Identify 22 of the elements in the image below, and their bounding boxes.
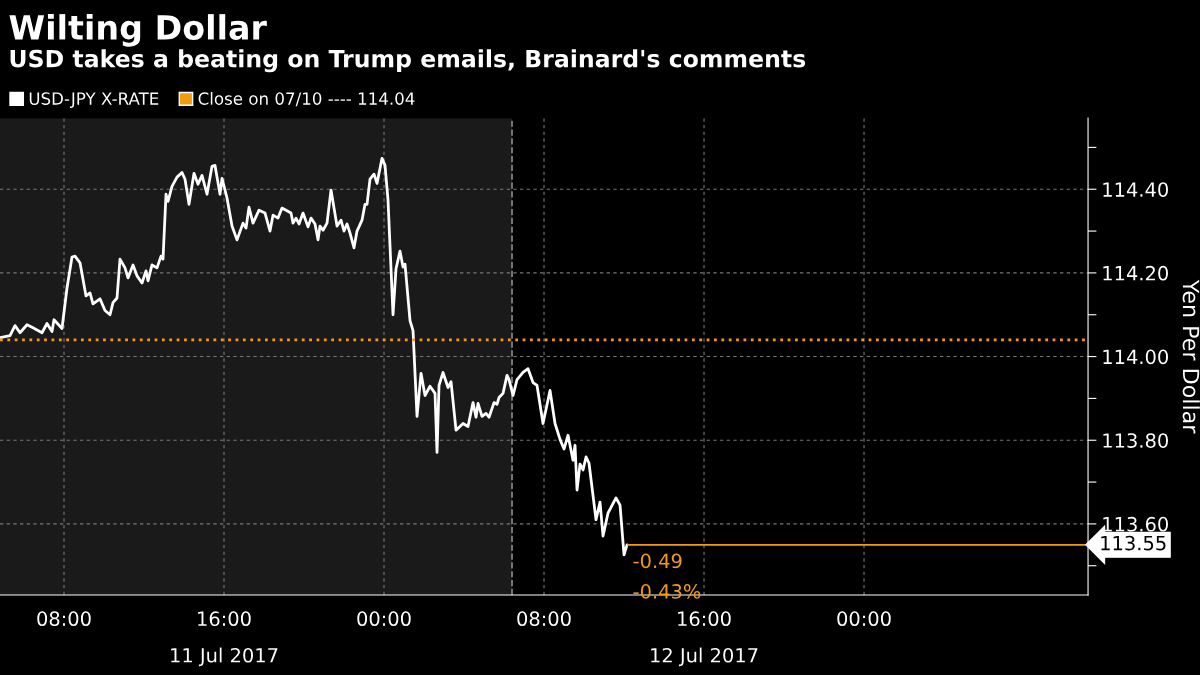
chart-subtitle: USD takes a beating on Trump emails, Brainard's comments: [10, 49, 806, 73]
legend-label: USD-JPY X-RATE: [29, 92, 159, 108]
annotation: -0.49: [633, 553, 682, 569]
y-tick-label: 113.60: [1103, 516, 1168, 532]
x-tick-label: 00:00: [837, 611, 891, 627]
annotation: -0.43%: [633, 584, 701, 599]
y-tick-label: 114.20: [1103, 265, 1168, 281]
x2-tick-label: 12 Jul 2017: [651, 647, 758, 667]
x-tick-label: 16:00: [198, 611, 251, 627]
x-tick-label: 16:00: [678, 611, 731, 627]
legend-label: Close on 07/10 ---- 114.04: [198, 91, 415, 107]
y-tick-label: 113.80: [1103, 433, 1168, 448]
x-tick-label: 08:00: [517, 611, 571, 627]
y-axis-title: Yen Per Dollar: [1182, 279, 1200, 434]
chart-title: Wilting Dollar: [9, 14, 267, 47]
y-tick-label: 114.00: [1103, 349, 1168, 365]
x-tick-label: 08:00: [37, 611, 91, 627]
x-tick-label: 00:00: [357, 611, 411, 627]
line-series: [0, 156, 629, 557]
x2-tick-label: 11 Jul 2017: [171, 647, 278, 667]
y-tick-label: 114.40: [1103, 182, 1168, 197]
ref-line-label: 113.55: [1101, 535, 1166, 551]
